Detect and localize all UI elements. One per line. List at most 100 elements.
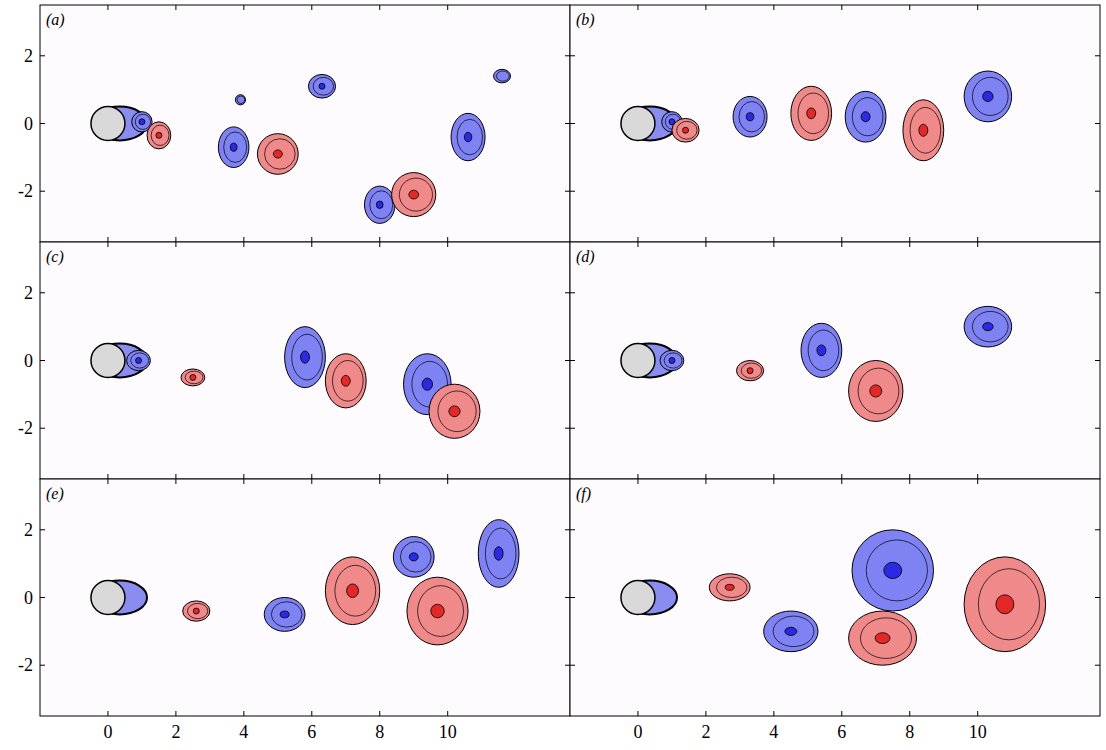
x-tick-label: 2 xyxy=(701,722,710,742)
vortex-contour xyxy=(910,107,941,153)
x-tick-label: 10 xyxy=(439,722,457,742)
vortex xyxy=(235,95,245,105)
vortex-core xyxy=(983,323,993,331)
x-tick xyxy=(909,474,910,479)
y-tick xyxy=(1095,191,1100,192)
panel-label: (c) xyxy=(46,248,64,266)
plot-bg xyxy=(570,5,1100,242)
vortex xyxy=(127,350,151,370)
y-tick xyxy=(570,529,575,530)
panel-label: (f) xyxy=(576,485,591,503)
plot-area xyxy=(621,306,1012,421)
vortex-contour xyxy=(418,586,464,637)
x-tick xyxy=(705,474,706,479)
x-tick xyxy=(773,242,774,247)
x-tick xyxy=(243,242,244,247)
vortex-outer xyxy=(181,369,205,386)
y-tick xyxy=(570,292,575,293)
x-tick xyxy=(243,5,244,10)
x-tick xyxy=(243,237,244,242)
vortex-contour xyxy=(292,334,323,380)
x-tick xyxy=(841,5,842,10)
vortex xyxy=(429,384,480,438)
x-tick xyxy=(977,237,978,242)
x-tick xyxy=(379,474,380,479)
vortex-contour xyxy=(739,101,764,131)
x-tick-label: 8 xyxy=(905,722,914,742)
vortex-contour xyxy=(333,361,364,402)
x-tick xyxy=(311,479,312,484)
y-tick-label: 2 xyxy=(24,283,33,303)
x-tick xyxy=(977,5,978,10)
vortex-core xyxy=(785,627,797,635)
vortex xyxy=(801,323,842,377)
vortex-contour xyxy=(187,603,207,618)
vortex xyxy=(764,611,818,652)
y-tick xyxy=(570,191,575,192)
plot-bg xyxy=(570,479,1100,716)
vortex xyxy=(791,86,832,140)
vortex-core xyxy=(817,345,826,356)
plot-area xyxy=(91,327,480,439)
x-tick xyxy=(447,242,448,247)
vortex-outer xyxy=(494,69,511,83)
vortex-outer xyxy=(264,598,305,632)
vortex-core xyxy=(273,150,282,158)
vortex-core xyxy=(139,119,145,125)
vortex-core xyxy=(136,358,142,364)
y-tick-label: 0 xyxy=(24,114,33,134)
x-tick-label: 8 xyxy=(375,722,384,742)
x-tick xyxy=(637,479,638,484)
frame xyxy=(570,479,1100,716)
x-tick xyxy=(977,474,978,479)
x-tick xyxy=(841,242,842,247)
vortex-outer xyxy=(364,186,395,223)
vortex-contour xyxy=(852,98,883,136)
y-tick-label: 2 xyxy=(24,46,33,66)
vortex-contour xyxy=(741,363,761,378)
y-tick xyxy=(1095,123,1100,124)
vortex-outer xyxy=(308,74,335,98)
plot-bg xyxy=(40,5,570,242)
y-tick-label: -2 xyxy=(18,181,33,201)
vortex-core xyxy=(683,127,689,133)
y-tick xyxy=(1095,665,1100,666)
y-tick xyxy=(570,428,575,429)
vortex-core xyxy=(983,91,993,101)
vortex-core xyxy=(669,358,675,364)
vortex-contour xyxy=(664,353,682,368)
vortex-outer xyxy=(709,574,750,601)
vortex-outer xyxy=(964,306,1012,347)
vortex xyxy=(392,173,436,217)
vortex-outer xyxy=(478,520,519,588)
vortex-core xyxy=(870,385,882,397)
plot-area xyxy=(91,69,511,223)
panel-label: (d) xyxy=(576,248,595,266)
x-tick xyxy=(841,474,842,479)
y-tick xyxy=(1095,529,1100,530)
vortex-contour xyxy=(135,114,150,129)
vortex-contour xyxy=(773,616,814,646)
vortex xyxy=(964,71,1012,122)
x-tick xyxy=(773,474,774,479)
x-tick xyxy=(977,711,978,716)
y-tick xyxy=(40,597,45,598)
vortex xyxy=(393,537,434,578)
x-tick xyxy=(705,479,706,484)
vortex-contour xyxy=(185,371,203,384)
x-tick xyxy=(773,5,774,10)
vortex xyxy=(183,601,210,621)
vortex-contour xyxy=(677,121,697,139)
y-tick xyxy=(565,428,570,429)
cylinder xyxy=(621,107,655,141)
vortex xyxy=(964,557,1046,652)
vortex-contour xyxy=(224,132,247,162)
vortex xyxy=(494,69,511,83)
vortex-contour xyxy=(808,330,839,371)
vortex-core xyxy=(193,608,199,614)
vortex-core xyxy=(747,368,753,374)
vortex-core xyxy=(725,584,734,590)
vortex-outer xyxy=(849,361,903,422)
vortex xyxy=(325,557,379,625)
vortex-contour xyxy=(335,565,376,616)
